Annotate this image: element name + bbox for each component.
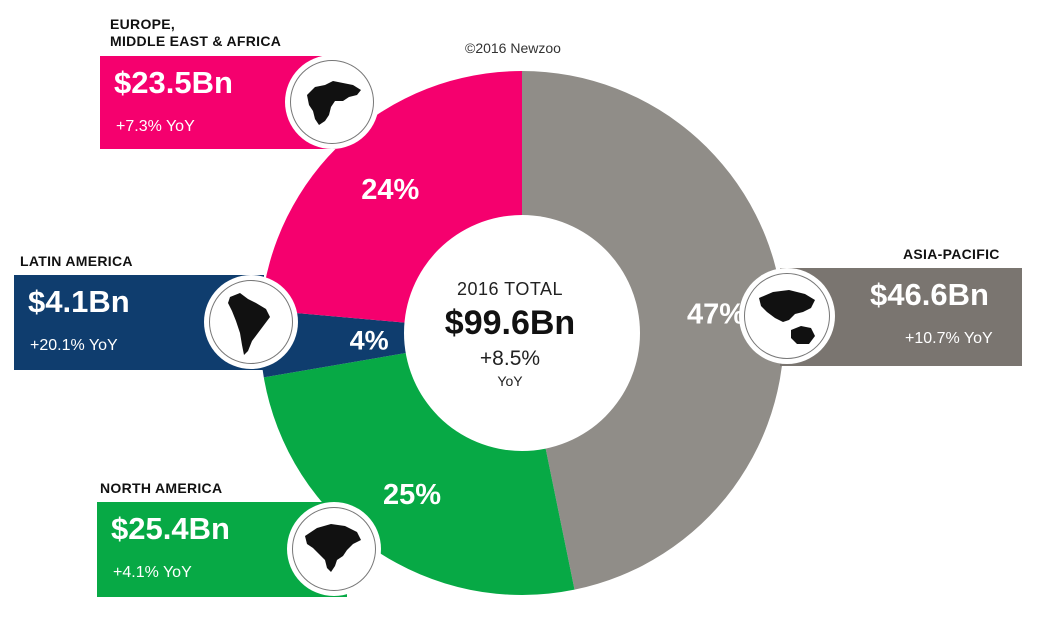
south-america-map-icon: [228, 293, 270, 355]
latam-map-badge: [204, 275, 298, 369]
slice-label-asia-pacific: 47%: [687, 298, 745, 330]
namerica-map-badge: [287, 502, 381, 596]
region-title-emea: EUROPE, MIDDLE EAST & AFRICA: [110, 16, 282, 49]
emea-map-badge: [285, 55, 379, 149]
slice-label-emea: 24%: [361, 174, 419, 206]
region-amount-latam: $4.1Bn: [28, 284, 130, 319]
asia-pacific-map-icon: [759, 290, 815, 344]
center-growth-unit: YoY: [497, 373, 523, 389]
center-total-value: $99.6Bn: [444, 304, 576, 342]
slice-label-latin-america: 4%: [350, 325, 389, 355]
center-total-label: 2016 TOTAL: [456, 279, 564, 299]
region-amount-apac: $46.6Bn: [870, 277, 989, 312]
slice-labels: 47% 25% 4% 24%: [350, 174, 746, 511]
region-title-apac: ASIA-PACIFIC: [903, 246, 1000, 262]
slice-latin-america: [260, 309, 522, 378]
region-yoy-emea: +7.3% YoY: [116, 118, 195, 135]
donut-center-hole: [404, 215, 640, 451]
region-yoy-namerica: +4.1% YoY: [113, 564, 192, 581]
slice-label-north-america: 25%: [383, 479, 441, 511]
region-yoy-latam: +20.1% YoY: [30, 337, 118, 354]
north-america-map-icon: [305, 524, 361, 572]
apac-map-badge: [739, 268, 835, 364]
slice-asia-pacific: [522, 71, 785, 590]
region-title-latam: LATIN AMERICA: [20, 253, 133, 269]
center-growth: +8.5%: [479, 347, 541, 370]
region-title-namerica: NORTH AMERICA: [100, 480, 223, 496]
region-amount-namerica: $25.4Bn: [111, 511, 230, 546]
europe-africa-map-icon: [307, 81, 361, 125]
region-yoy-apac: +10.7% YoY: [905, 330, 993, 347]
region-amount-emea: $23.5Bn: [114, 65, 233, 100]
copyright-credit: ©2016 Newzoo: [465, 40, 561, 56]
